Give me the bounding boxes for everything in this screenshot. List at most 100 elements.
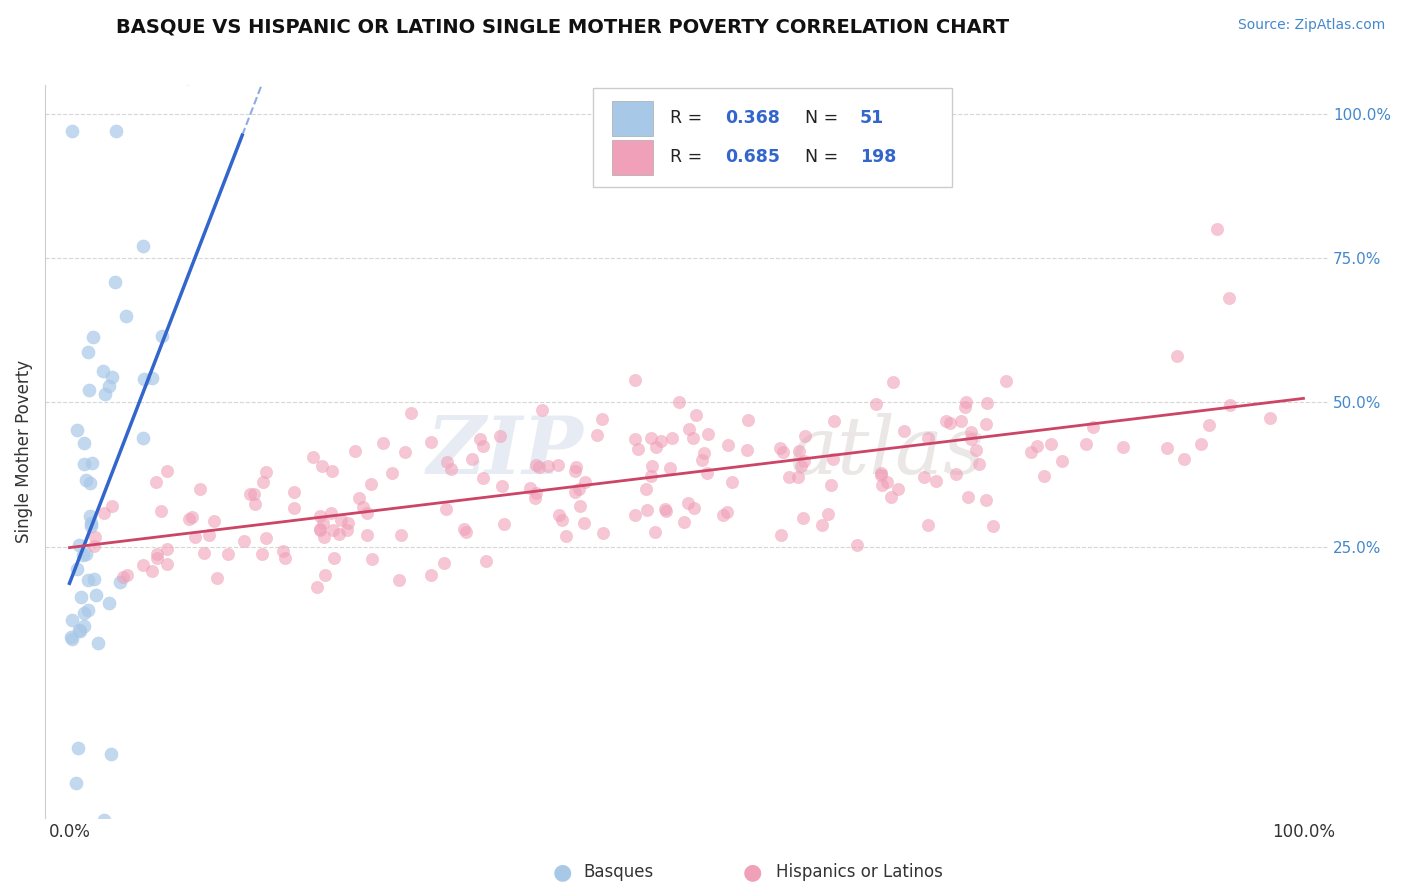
Point xyxy=(112,570,135,584)
Point xyxy=(82,330,104,344)
Point xyxy=(356,506,378,520)
Point xyxy=(73,435,96,450)
Text: 0.685: 0.685 xyxy=(725,148,780,166)
Point xyxy=(623,373,645,387)
Point xyxy=(321,465,343,479)
Text: 198: 198 xyxy=(859,148,896,166)
Point xyxy=(668,394,690,409)
Point xyxy=(787,469,810,483)
Text: Hispanics or Latinos: Hispanics or Latinos xyxy=(776,863,943,881)
Point xyxy=(87,636,110,650)
Point xyxy=(790,459,813,474)
Point xyxy=(817,508,839,522)
Point xyxy=(1050,454,1073,468)
Point xyxy=(693,445,716,459)
Point xyxy=(180,509,202,524)
Point xyxy=(314,530,336,544)
Point xyxy=(917,431,939,445)
Point xyxy=(72,549,94,563)
Text: atlas: atlas xyxy=(789,413,984,491)
Point xyxy=(592,525,614,540)
Point xyxy=(79,476,101,491)
Point xyxy=(1040,437,1063,451)
Point xyxy=(551,513,574,527)
Point xyxy=(574,475,596,489)
Point xyxy=(778,470,800,484)
Point xyxy=(307,580,329,594)
Text: R =: R = xyxy=(669,148,707,166)
Point xyxy=(69,624,91,639)
Point xyxy=(79,509,101,524)
Point xyxy=(115,567,138,582)
Point xyxy=(75,473,97,487)
Point xyxy=(97,596,120,610)
Point xyxy=(77,383,100,397)
FancyBboxPatch shape xyxy=(612,140,654,175)
Point xyxy=(67,623,90,637)
Point xyxy=(104,276,127,290)
Point xyxy=(880,490,903,504)
Point xyxy=(925,475,948,489)
Point xyxy=(132,558,155,573)
Point xyxy=(682,431,704,445)
Point xyxy=(394,445,416,459)
FancyBboxPatch shape xyxy=(612,101,654,136)
Point xyxy=(1156,441,1178,455)
Point xyxy=(193,546,215,560)
Point xyxy=(77,345,100,359)
FancyBboxPatch shape xyxy=(593,88,952,187)
Point xyxy=(640,468,662,483)
Point xyxy=(1166,349,1188,363)
Point xyxy=(176,71,198,86)
Point xyxy=(548,508,571,522)
Point xyxy=(690,452,713,467)
Point xyxy=(91,364,114,378)
Point xyxy=(865,397,887,411)
Point xyxy=(352,500,374,514)
Point xyxy=(419,568,441,582)
Point xyxy=(640,431,662,445)
Point xyxy=(678,422,700,436)
Point xyxy=(644,440,666,454)
Point xyxy=(309,523,332,537)
Text: Basques: Basques xyxy=(583,863,654,881)
Point xyxy=(319,506,342,520)
Point xyxy=(568,500,591,514)
Point xyxy=(322,551,344,566)
Point xyxy=(1198,417,1220,432)
Point xyxy=(60,632,83,646)
Point xyxy=(389,528,412,542)
Point xyxy=(440,462,463,476)
Point xyxy=(1112,440,1135,454)
Point xyxy=(644,524,666,539)
Point xyxy=(131,238,153,252)
Point xyxy=(312,516,335,531)
Point xyxy=(254,465,277,479)
Point xyxy=(436,455,458,469)
Point xyxy=(519,482,541,496)
Point xyxy=(650,434,672,448)
Point xyxy=(100,500,122,514)
Point xyxy=(955,395,977,409)
Point xyxy=(711,508,734,523)
Text: ZIP: ZIP xyxy=(427,413,583,491)
Point xyxy=(893,424,915,438)
Point xyxy=(347,491,370,506)
Point xyxy=(1076,437,1098,451)
Point xyxy=(491,478,513,492)
Point xyxy=(93,813,115,827)
Point xyxy=(77,603,100,617)
Point xyxy=(155,464,177,478)
Point xyxy=(994,374,1017,388)
Point xyxy=(245,497,267,511)
Point xyxy=(769,441,792,455)
Point xyxy=(76,871,98,886)
Point xyxy=(356,527,378,541)
Point xyxy=(787,444,810,458)
Point xyxy=(98,378,121,392)
Point xyxy=(950,414,973,428)
Point xyxy=(1173,451,1195,466)
Point xyxy=(716,505,738,519)
Point xyxy=(531,402,554,417)
Point xyxy=(811,518,834,533)
